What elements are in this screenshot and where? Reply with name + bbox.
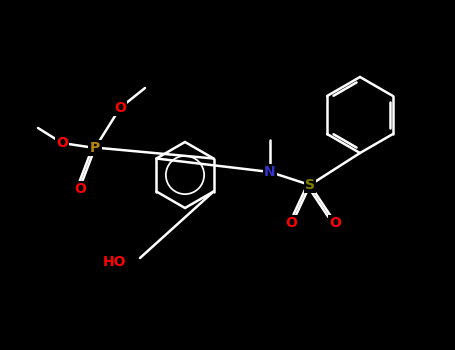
Text: O: O — [56, 136, 68, 150]
Text: O: O — [329, 216, 341, 230]
Text: O: O — [74, 182, 86, 196]
Text: S: S — [305, 178, 315, 192]
Text: HO: HO — [103, 255, 127, 269]
Text: P: P — [90, 141, 100, 155]
Text: O: O — [114, 101, 126, 115]
Text: N: N — [264, 165, 276, 179]
Text: O: O — [285, 216, 297, 230]
